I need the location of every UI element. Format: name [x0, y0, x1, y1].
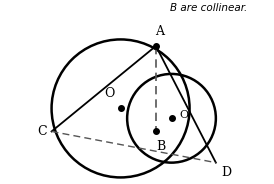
Text: O: O: [104, 87, 114, 100]
Text: O': O': [180, 110, 192, 120]
Text: C: C: [37, 125, 47, 138]
Text: B are collinear.: B are collinear.: [170, 3, 247, 13]
Text: A: A: [155, 25, 164, 38]
Text: D: D: [221, 166, 231, 179]
Text: B: B: [156, 140, 165, 153]
